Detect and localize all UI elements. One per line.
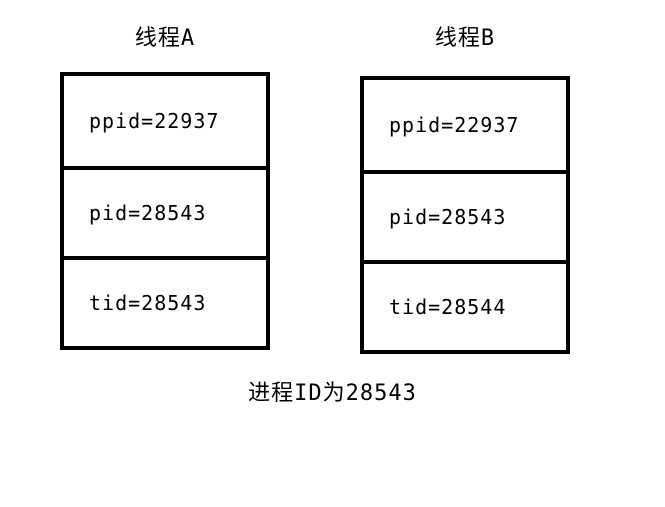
thread-a-block: 线程A ppid=22937 pid=28543 tid=28543 [60, 20, 270, 354]
thread-b-pid-cell: pid=28543 [364, 170, 566, 260]
thread-b-block: 线程B ppid=22937 pid=28543 tid=28544 [360, 20, 570, 354]
thread-a-pid-cell: pid=28543 [64, 166, 266, 256]
process-id-label: 进程ID为28543 [0, 375, 665, 407]
thread-diagram: 线程A ppid=22937 pid=28543 tid=28543 线程B p… [60, 20, 570, 354]
thread-a-ppid-cell: ppid=22937 [64, 76, 266, 166]
thread-a-stack: ppid=22937 pid=28543 tid=28543 [60, 72, 270, 350]
thread-b-title: 线程B [435, 20, 495, 52]
thread-a-title: 线程A [135, 20, 195, 52]
thread-b-tid-cell: tid=28544 [364, 260, 566, 350]
thread-b-ppid-cell: ppid=22937 [364, 80, 566, 170]
thread-a-tid-cell: tid=28543 [64, 256, 266, 346]
thread-b-stack: ppid=22937 pid=28543 tid=28544 [360, 76, 570, 354]
